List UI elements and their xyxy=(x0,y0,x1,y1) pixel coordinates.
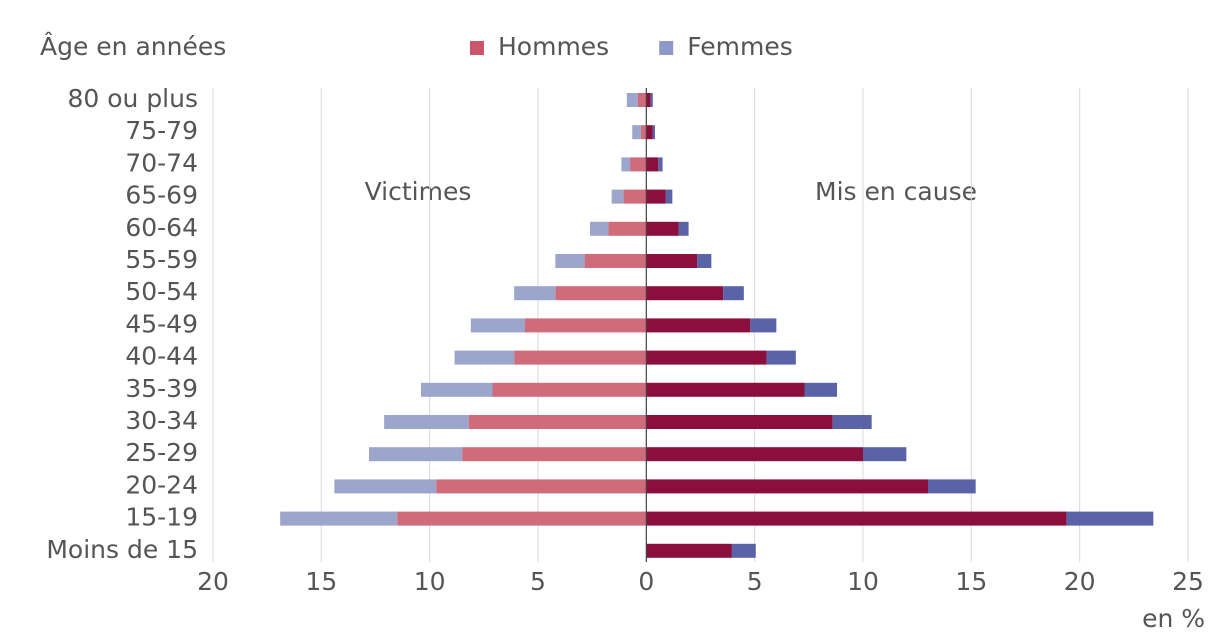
bar-segment xyxy=(723,286,744,301)
y-tick-label: 55-59 xyxy=(125,245,198,274)
x-axis-unit: en % xyxy=(1142,604,1205,633)
bar-segment xyxy=(731,543,756,558)
y-tick-label: 75-79 xyxy=(125,116,198,145)
bar-segment xyxy=(514,350,647,365)
bar-segment xyxy=(632,125,641,140)
bar-segment xyxy=(1066,511,1154,526)
bar-segment xyxy=(646,447,863,462)
bar-segment xyxy=(646,93,651,107)
bar-segment xyxy=(646,479,928,494)
bar-segment xyxy=(640,125,647,140)
legend-label: Femmes xyxy=(687,32,793,61)
bar-segment xyxy=(584,254,647,268)
x-tick-label: 10 xyxy=(847,567,879,596)
bar-segment xyxy=(555,286,647,301)
y-tick-label: 65-69 xyxy=(125,181,198,210)
x-tick-label: 20 xyxy=(1064,567,1096,596)
bar-segment xyxy=(646,511,1067,526)
y-tick-label: 40-44 xyxy=(125,342,198,371)
bar-segment xyxy=(525,318,647,333)
x-tick-label: 0 xyxy=(638,567,654,596)
bar-segment xyxy=(626,93,638,107)
bar-segment xyxy=(470,318,525,333)
bar-segment xyxy=(436,479,647,494)
y-tick-label: 70-74 xyxy=(125,148,198,177)
y-tick-label: 60-64 xyxy=(125,213,198,242)
bar-segment xyxy=(555,254,585,268)
x-tick-label: 10 xyxy=(414,567,446,596)
bar-segment xyxy=(514,286,556,301)
y-tick-label: 50-54 xyxy=(125,277,198,306)
x-tick-label: 5 xyxy=(530,567,546,596)
bar-segment xyxy=(646,286,724,301)
bar-segment xyxy=(334,479,437,494)
legend-swatch xyxy=(470,41,484,55)
bar-segment xyxy=(280,511,398,526)
bar-segment xyxy=(678,221,689,236)
y-tick-label: 35-39 xyxy=(125,374,198,403)
bar-segment xyxy=(804,382,837,397)
bar-segment xyxy=(652,125,655,140)
bar-segment xyxy=(646,318,751,333)
bar-segment xyxy=(646,125,653,140)
bar-segment xyxy=(637,93,647,107)
bar-segment xyxy=(750,318,777,333)
bar-segment xyxy=(621,157,631,172)
panel-label: Mis en cause xyxy=(815,177,977,206)
bar-segment xyxy=(863,447,907,462)
y-tick-label: Moins de 15 xyxy=(46,535,198,564)
y-tick-label: 30-34 xyxy=(125,406,198,435)
bar-segment xyxy=(369,447,463,462)
y-tick-label: 20-24 xyxy=(125,470,198,499)
bar-segment xyxy=(397,511,647,526)
bar-segment xyxy=(665,189,673,204)
bar-segment xyxy=(832,415,872,429)
bar-segment xyxy=(646,189,666,204)
bar-segment xyxy=(590,221,609,236)
bar-segment xyxy=(462,447,647,462)
bar-segment xyxy=(421,382,493,397)
y-tick-label: 45-49 xyxy=(125,309,198,338)
legend-label: Hommes xyxy=(498,32,609,61)
y-tick-label: 15-19 xyxy=(125,503,198,532)
bar-segment xyxy=(658,157,663,172)
x-tick-label: 5 xyxy=(747,567,763,596)
bar-segment xyxy=(630,157,647,172)
bar-segment xyxy=(646,221,679,236)
bar-segment xyxy=(468,415,647,429)
bar-segment xyxy=(646,543,732,558)
panel-label: Victimes xyxy=(365,177,472,206)
x-tick-label: 20 xyxy=(197,567,229,596)
x-tick-label: 15 xyxy=(305,567,337,596)
bar-segment xyxy=(766,350,796,365)
bar-segment xyxy=(646,254,698,268)
x-tick-label: 25 xyxy=(1172,567,1204,596)
bar-segment xyxy=(611,189,624,204)
bar-segment xyxy=(928,479,976,494)
y-axis-title: Âge en années xyxy=(40,32,226,61)
y-tick-label: 80 ou plus xyxy=(67,84,198,113)
bar-segment xyxy=(623,189,647,204)
bar-segment xyxy=(608,221,647,236)
bar-segment xyxy=(454,350,515,365)
bar-segment xyxy=(646,157,659,172)
legend-swatch xyxy=(659,41,674,55)
x-tick-label: 15 xyxy=(955,567,987,596)
bar-segment xyxy=(646,350,767,365)
bar-segment xyxy=(697,254,712,268)
bar-segment xyxy=(384,415,469,429)
bar-segment xyxy=(492,382,647,397)
y-tick-label: 25-29 xyxy=(125,438,198,467)
bar-segment xyxy=(646,382,805,397)
bar-segment xyxy=(646,415,833,429)
bar-segment xyxy=(650,93,653,107)
